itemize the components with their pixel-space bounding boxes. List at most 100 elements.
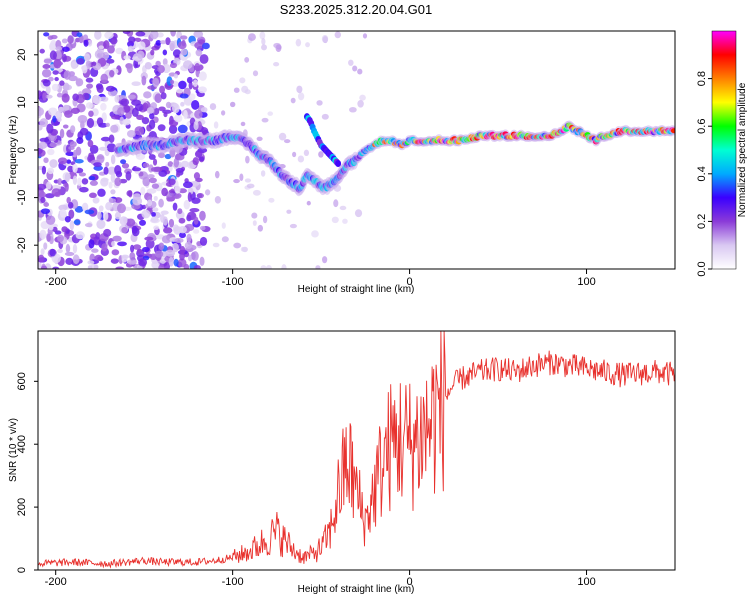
- spectrogram-noise-blob: [100, 102, 107, 111]
- spectrogram-noise-blob: [94, 31, 102, 40]
- spectrogram-noise-blob: [265, 264, 272, 269]
- spectrogram-noise-blob: [127, 94, 136, 100]
- spectrogram-noise-blob: [286, 209, 292, 214]
- spectrogram-noise-blob: [158, 169, 168, 177]
- spectrogram-noise-blob: [41, 69, 52, 78]
- spectrogram-noise-blob: [165, 101, 172, 109]
- colorbar-gradient: [711, 30, 737, 270]
- spectrogram-noise-blob: [154, 93, 162, 104]
- spectrogram-noise-blob: [49, 142, 57, 148]
- spectrogram-noise-blob: [72, 254, 80, 265]
- spectrogram-noise-blob: [69, 141, 77, 148]
- spectrogram-noise-blob: [233, 242, 242, 249]
- spectrogram-noise-blob: [96, 84, 104, 94]
- spectrogram-noise-blob: [153, 195, 158, 201]
- spectrogram-noise-blob: [148, 154, 156, 160]
- spectrogram-noise-blob: [144, 61, 152, 70]
- spectrogram-noise-blob: [141, 75, 147, 86]
- spectrogram-noise-blob: [84, 222, 93, 228]
- spectrogram-noise-blob: [260, 265, 267, 269]
- spectrogram-noise-blob: [64, 110, 73, 118]
- spectrogram-x-tick-label: 100: [577, 276, 595, 288]
- spectrogram-noise-blob: [175, 167, 185, 173]
- spectrogram-noise-blob: [40, 265, 48, 269]
- spectrogram-noise-blob: [186, 233, 192, 243]
- spectrogram-noise-blob: [132, 196, 143, 206]
- spectrogram-noise-blob: [331, 216, 339, 224]
- snr-x-ticks: -200 -100 0 100: [45, 570, 596, 588]
- spectrogram-y-tick-label: 0: [16, 147, 28, 153]
- spectrogram-noise-blob: [51, 83, 59, 92]
- spectrogram-noise-blob: [62, 46, 70, 52]
- spectrogram-noise-blob: [92, 197, 100, 204]
- spectrogram-noise-blob: [52, 226, 58, 233]
- spectrogram-noise-blob: [165, 249, 176, 257]
- spectrogram-noise-blob: [163, 112, 168, 118]
- spectrogram-noise-blob: [45, 94, 53, 99]
- spectrogram-noise-blob: [193, 172, 201, 180]
- spectrogram-noise-blob: [38, 260, 42, 269]
- spectrogram-noise-blob: [195, 49, 203, 57]
- spectrogram-noise-blob: [75, 78, 84, 87]
- spectrogram-noise-blob: [194, 150, 203, 158]
- spectrogram-noise-blob: [67, 35, 74, 44]
- figure-title: S233.2025.312.20.04.G01: [280, 2, 433, 17]
- spectrogram-noise-blob: [68, 209, 75, 219]
- spectrogram-noise-blob: [77, 177, 82, 186]
- spectrogram-noise-blob: [117, 107, 125, 117]
- spectrogram-noise-blob: [108, 181, 113, 189]
- spectrogram-noise-blob: [55, 46, 63, 51]
- spectrogram-noise-blob: [179, 232, 186, 239]
- spectrogram-noise-blob: [83, 39, 89, 47]
- spectrogram-noise-blob: [91, 248, 99, 253]
- spectrogram-noise-blob: [154, 250, 164, 258]
- spectrogram-noise-blob: [352, 65, 358, 72]
- spectrogram-noise-blob: [107, 45, 115, 54]
- spectrogram-noise-blob: [85, 102, 93, 109]
- spectrogram-noise-blob: [189, 93, 196, 101]
- spectrogram-noise-blob: [169, 40, 176, 51]
- spectrogram-noise-blob: [52, 266, 60, 269]
- spectrogram-noise-blob: [240, 246, 246, 252]
- spectrogram-noise-blob: [52, 115, 57, 123]
- spectrogram-noise-blob: [45, 85, 51, 95]
- spectrogram-noise-blob: [70, 125, 76, 134]
- spectrogram-noise-blob: [114, 94, 120, 103]
- spectrogram-noise-blob: [170, 31, 176, 37]
- spectrogram-noise-blob: [342, 218, 348, 224]
- spectrogram-noise-blob: [142, 176, 150, 187]
- spectrogram-noise-blob: [160, 40, 167, 45]
- spectrogram-noise-blob: [247, 33, 256, 41]
- spectrogram-noise-blob: [109, 69, 115, 78]
- spectrogram-noise-blob: [75, 231, 85, 240]
- spectrogram-noise-blob: [131, 81, 141, 87]
- spectrogram-noise-blob: [78, 172, 87, 177]
- spectrogram-noise-blob: [199, 256, 205, 267]
- spectrogram-noise-blob: [357, 68, 363, 75]
- spectrogram-noise-blob: [89, 144, 99, 154]
- spectrogram-noise-blob: [182, 181, 193, 189]
- spectrogram-noise-blob: [87, 265, 93, 269]
- spectrogram-noise-blob: [110, 172, 116, 183]
- spectrogram-noise-blob: [111, 115, 121, 120]
- spectrogram-noise-blob: [100, 136, 111, 142]
- spectrogram-noise-blob: [322, 256, 328, 264]
- spectrogram-noise-blob: [168, 124, 178, 134]
- spectrogram-noise-blob: [187, 192, 192, 203]
- spectrogram-noise-blob: [101, 51, 110, 60]
- spectrogram-noise-blob: [61, 53, 67, 63]
- spectrogram-noise-blob: [92, 95, 102, 105]
- spectrogram-noise-blob: [157, 124, 166, 132]
- spectrogram-noise-blob: [117, 241, 127, 247]
- spectrogram-noise-blob: [79, 127, 89, 136]
- spectrogram-noise-blob: [128, 36, 136, 44]
- colorbar-tick-label: 0.6: [696, 119, 708, 134]
- spectrogram-noise-blob: [102, 211, 109, 221]
- spectrogram-noise-blob: [105, 122, 110, 127]
- spectrogram-noise-blob: [165, 37, 171, 46]
- spectrogram-noise-blob: [72, 175, 78, 186]
- spectrogram-noise-blob: [267, 111, 274, 116]
- spectrogram-noise-blob: [161, 187, 168, 197]
- spectrogram-noise-blob: [333, 199, 339, 208]
